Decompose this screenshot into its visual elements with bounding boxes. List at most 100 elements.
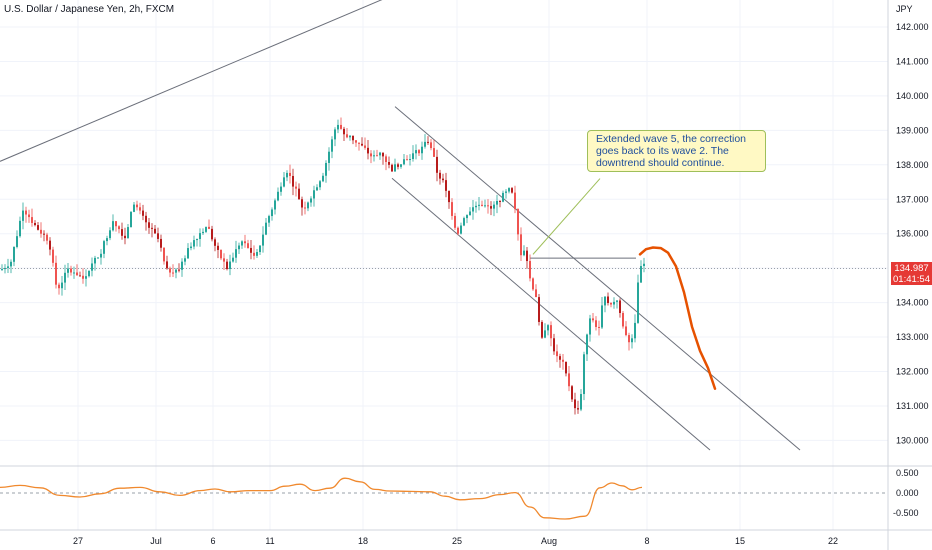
candle-body: [478, 204, 480, 206]
candle-body: [70, 268, 72, 273]
forecast-curve: [638, 246, 717, 390]
candle-body: [106, 238, 108, 242]
candle-body: [400, 164, 402, 167]
axes: JPY 142.000 141.000 140.000 139.000 138.000 13…: [73, 4, 929, 546]
candle-body: [64, 272, 66, 283]
candle-body: [601, 305, 603, 328]
candle-body: [628, 335, 630, 343]
candle-body: [373, 155, 375, 157]
candle-body: [334, 129, 336, 140]
candle-body: [616, 300, 618, 302]
candle-body: [184, 258, 186, 262]
candle-body: [532, 278, 534, 290]
candle-body: [1, 269, 3, 271]
candle-body: [625, 326, 627, 336]
candle-body: [10, 261, 12, 267]
candle-body: [154, 228, 156, 234]
candle-body: [130, 211, 132, 228]
annotation-callout[interactable]: Extended wave 5, the correction goes bac…: [587, 130, 766, 172]
candle-body: [235, 249, 237, 258]
price-tick-label: 134.000: [896, 298, 929, 308]
candle-body: [352, 135, 354, 141]
candle-body: [496, 200, 498, 205]
oscillator-line: [0, 477, 643, 520]
candle-body: [136, 204, 138, 208]
time-tick-label: 25: [452, 536, 462, 546]
candle-body: [568, 373, 570, 387]
time-tick-label: 22: [828, 536, 838, 546]
candle-body: [43, 233, 45, 235]
price-tick-label: 137.000: [896, 194, 929, 204]
candle-body: [406, 159, 408, 161]
candle-body: [37, 225, 39, 230]
candle-body: [79, 275, 81, 277]
candle-body: [415, 150, 417, 154]
oscillator-tick-label: 0.500: [896, 468, 919, 478]
candle-body: [157, 233, 159, 239]
candle-body: [268, 216, 270, 223]
candle-body: [52, 249, 54, 263]
candle-body: [358, 142, 360, 144]
candle-body: [298, 188, 300, 200]
candle-body: [403, 159, 405, 165]
candle-body: [451, 202, 453, 216]
candle-body: [412, 153, 414, 160]
candle-body: [220, 249, 222, 259]
candle-body: [307, 202, 309, 209]
candle-body: [88, 270, 90, 277]
candle-body: [73, 272, 75, 274]
forecast-path: [638, 246, 717, 390]
candle-body: [622, 312, 624, 327]
candle-body: [292, 175, 294, 187]
candle-body: [448, 190, 450, 203]
candle-body: [145, 215, 147, 223]
candle-body: [517, 209, 519, 235]
price-tick-label: 138.000: [896, 160, 929, 170]
candle-body: [529, 261, 531, 279]
candle-body: [118, 226, 120, 230]
candle-body: [241, 241, 243, 246]
candle-body: [418, 150, 420, 154]
candle-body: [283, 177, 285, 187]
candle-body: [445, 180, 447, 191]
candle-body: [112, 221, 114, 231]
candle-body: [472, 207, 474, 212]
candle-body: [394, 164, 396, 172]
candle-body: [316, 187, 318, 191]
candle-body: [514, 192, 516, 210]
candle-body: [379, 152, 381, 156]
candle-body: [211, 228, 213, 240]
candle-body: [310, 198, 312, 203]
candle-body: [259, 245, 261, 253]
candle-body: [475, 205, 477, 208]
candle-body: [442, 178, 444, 181]
time-tick-label: Jul: [150, 536, 162, 546]
oscillator-pane: [0, 477, 888, 520]
candle-body: [490, 206, 492, 209]
candle-body: [535, 289, 537, 298]
callout-pointer: [532, 178, 601, 255]
time-tick-label: 18: [358, 536, 368, 546]
candle-body: [82, 275, 84, 279]
chart-title: U.S. Dollar / Japanese Yen, 2h, FXCM: [4, 4, 175, 15]
price-tick-label: 139.000: [896, 125, 929, 135]
time-tick-label: 11: [265, 536, 274, 546]
candle-body: [565, 361, 567, 374]
candle-body: [499, 200, 501, 202]
candle-body: [493, 204, 495, 209]
candle-body: [46, 234, 48, 241]
candle-body: [586, 334, 588, 355]
candle-body: [481, 204, 483, 206]
candle-body: [265, 222, 267, 235]
candle-body: [391, 164, 393, 172]
candle-body: [13, 246, 15, 262]
candle-body: [97, 257, 99, 259]
price-tick-label: 136.000: [896, 229, 929, 239]
candle-body: [526, 250, 528, 262]
time-tick-label: Aug: [541, 536, 557, 546]
candle-body: [592, 318, 594, 321]
price-candles: [1, 117, 645, 415]
candle-body: [232, 257, 234, 262]
candle-body: [181, 261, 183, 270]
